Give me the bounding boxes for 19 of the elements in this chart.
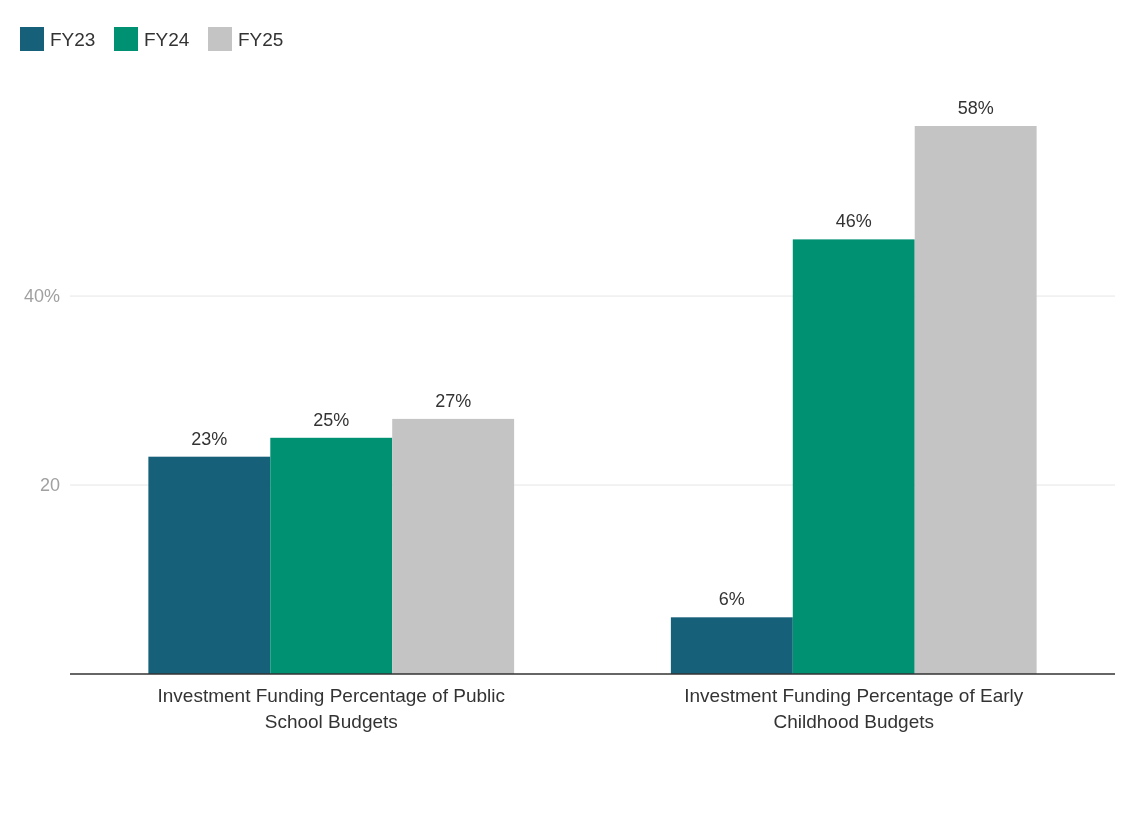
data-label: 46%	[835, 211, 872, 232]
legend-label: FY25	[238, 28, 284, 50]
data-label: 58%	[957, 98, 994, 118]
x-tick-label: Investment Funding Percentage of Early Childhood Budgets	[684, 685, 1024, 732]
bar	[392, 418, 515, 674]
legend-label: FY23	[50, 28, 96, 50]
data-label: 27%	[435, 390, 472, 411]
data-label: 25%	[313, 409, 350, 430]
bar	[914, 126, 1037, 674]
bar	[270, 437, 393, 674]
legend-label: FY24	[144, 28, 190, 50]
data-label: 23%	[191, 428, 228, 449]
data-label: 6%	[718, 589, 745, 610]
bar	[670, 617, 793, 674]
y-tick-label: 40%	[23, 286, 60, 307]
y-tick-label: 20	[39, 475, 60, 496]
bar	[148, 456, 271, 674]
bar	[792, 239, 915, 674]
x-tick-label: Investment Funding Percentage of Public School Budgets	[157, 685, 505, 732]
